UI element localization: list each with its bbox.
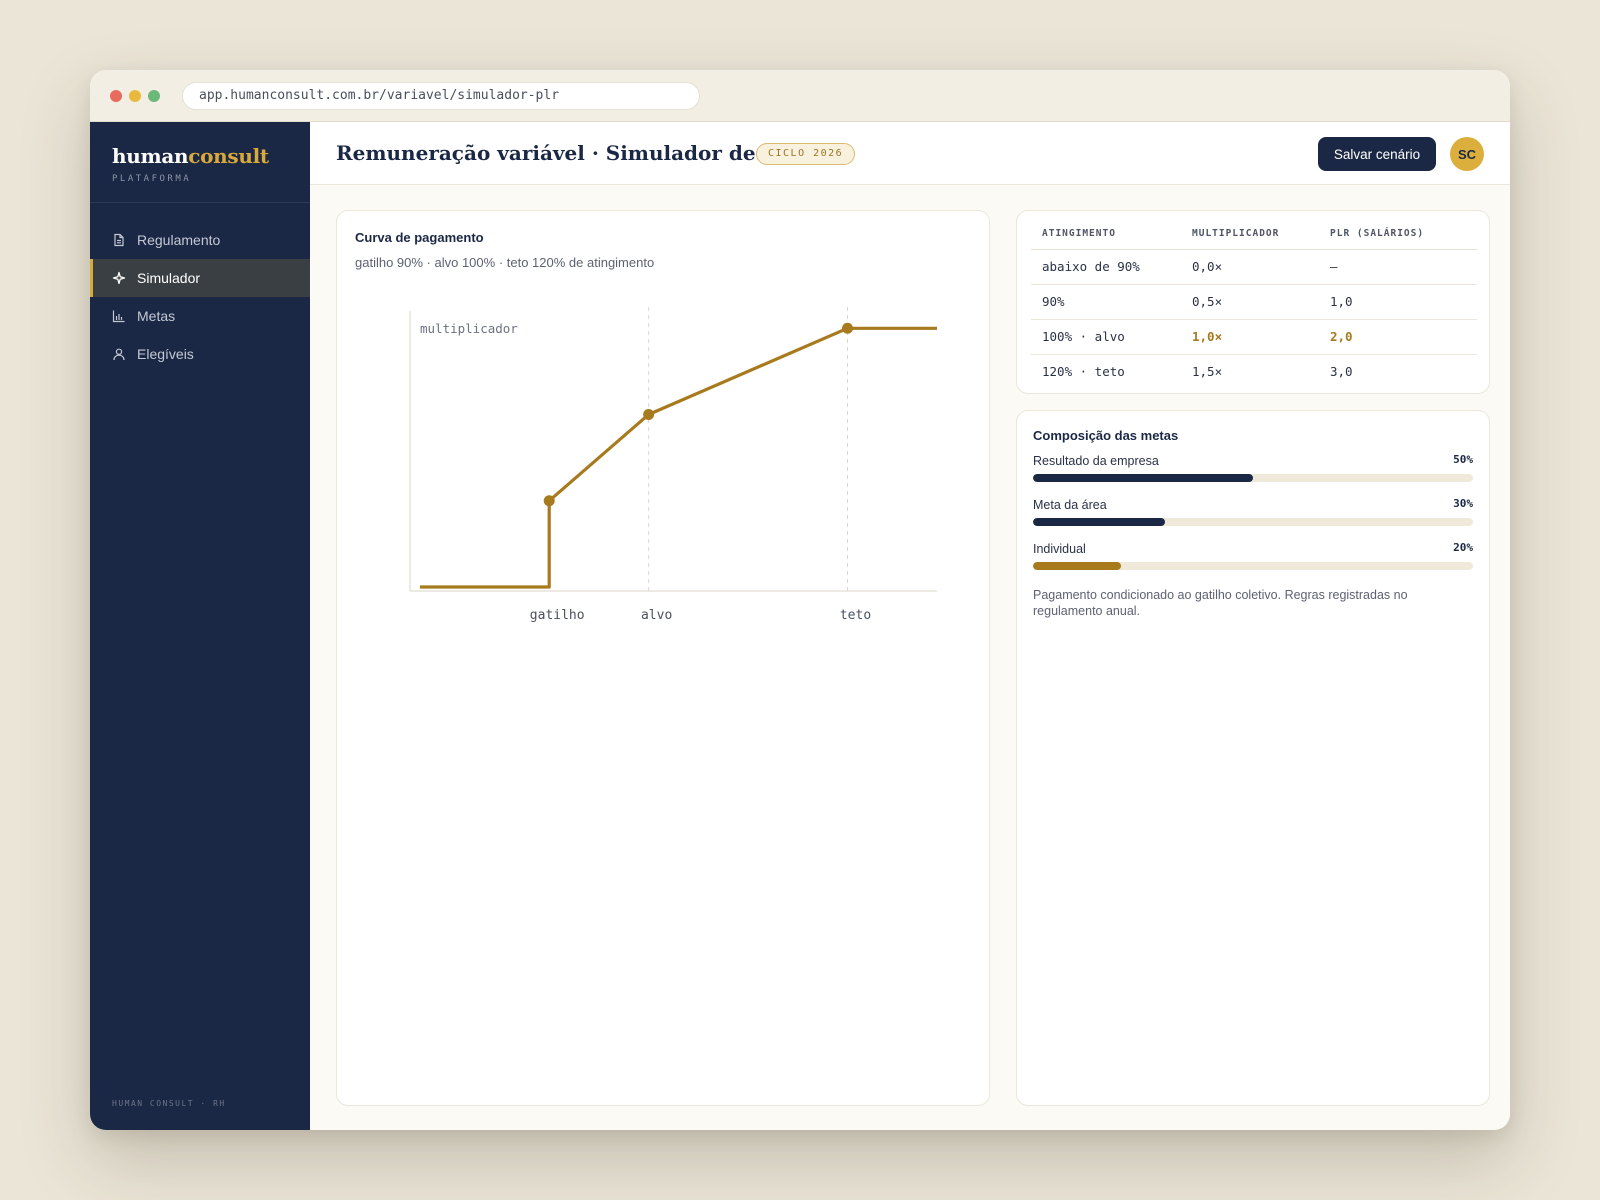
goal-label: Resultado da empresa bbox=[1033, 454, 1159, 468]
maximize-window-button[interactable] bbox=[148, 90, 160, 102]
goal-percentage: 30% bbox=[1453, 497, 1473, 510]
data-point bbox=[842, 322, 854, 334]
table-cell: 90% bbox=[1031, 284, 1181, 320]
multiplier-table-card: ATINGIMENTO MULTIPLICADOR PLR (SALÁRIOS)… bbox=[1016, 210, 1490, 394]
chart-subtitle: gatilho 90% · alvo 100% · teto 120% de a… bbox=[355, 255, 655, 270]
goal-progress-track bbox=[1033, 562, 1473, 570]
goal-item-area: Meta da área 30% bbox=[1033, 496, 1473, 526]
cycle-badge: CICLO 2026 bbox=[756, 143, 856, 165]
table-cell: 1,5× bbox=[1192, 364, 1223, 380]
save-scenario-button[interactable]: Salvar cenário bbox=[1318, 137, 1436, 171]
sparkle-icon bbox=[112, 271, 126, 285]
sidebar-item-label: Metas bbox=[137, 308, 176, 324]
goal-percentage: 50% bbox=[1453, 453, 1473, 466]
payout-curve-card: Curva de pagamento gatilho 90% · alvo 10… bbox=[336, 210, 990, 1106]
browser-window: app.humanconsult.com.br/variavel/simulad… bbox=[90, 70, 1510, 1130]
payout-line bbox=[419, 326, 937, 589]
table-cell: 100% · alvo bbox=[1031, 319, 1181, 355]
table-cell: 0,0× bbox=[1181, 249, 1319, 285]
sidebar: humanconsult PLATAFORMA Regulamento Simu… bbox=[90, 122, 310, 1130]
table-cell: — bbox=[1319, 249, 1477, 285]
brand-logo: humanconsult PLATAFORMA bbox=[112, 144, 269, 184]
goal-progress-track bbox=[1033, 474, 1473, 482]
sidebar-footer: HUMAN CONSULT · RH bbox=[112, 1099, 226, 1108]
goals-note: Pagamento condicionado ao gatilho coleti… bbox=[1033, 588, 1408, 618]
user-icon bbox=[112, 347, 126, 361]
multiplier-table: ATINGIMENTO MULTIPLICADOR PLR (SALÁRIOS)… bbox=[1031, 219, 1477, 389]
x-tick-label: teto bbox=[840, 608, 871, 623]
table-cell: 1,0 bbox=[1319, 284, 1477, 320]
brand-subtitle: PLATAFORMA bbox=[112, 174, 192, 184]
brand-name-accent: consult bbox=[188, 144, 269, 168]
table-row: abaixo de 90% 0,0× — bbox=[1031, 249, 1477, 285]
table-header-row: ATINGIMENTO MULTIPLICADOR PLR (SALÁRIOS) bbox=[1031, 219, 1477, 250]
document-icon bbox=[112, 233, 126, 247]
goal-progress-fill bbox=[1033, 518, 1165, 526]
table-row: 120% · teto 1,5× 3,0 bbox=[1031, 354, 1477, 389]
goal-label: Meta da área bbox=[1033, 498, 1107, 512]
x-tick-label: gatilho bbox=[530, 608, 585, 623]
goal-label: Individual bbox=[1033, 542, 1086, 556]
page-title: Remuneração variável · Simulador de PLR bbox=[336, 141, 809, 165]
column-header-multiplicador: MULTIPLICADOR bbox=[1181, 219, 1319, 250]
sidebar-item-label: Elegíveis bbox=[137, 346, 194, 362]
table-cell: 1,0× bbox=[1181, 319, 1319, 355]
sidebar-item-elegiveis[interactable]: Elegíveis bbox=[90, 335, 310, 373]
y-axis-label: multiplicador bbox=[420, 321, 518, 336]
sidebar-nav: Regulamento Simulador Metas Elegíveis bbox=[90, 221, 310, 373]
brand-name-main: human bbox=[112, 144, 189, 168]
table-cell: 3,0 bbox=[1330, 364, 1353, 380]
goal-percentage: 20% bbox=[1453, 541, 1473, 554]
column-header-plr: PLR (SALÁRIOS) bbox=[1319, 219, 1477, 250]
address-bar[interactable]: app.humanconsult.com.br/variavel/simulad… bbox=[182, 82, 700, 110]
bar-chart-icon bbox=[112, 309, 126, 323]
brand-name: humanconsult bbox=[112, 144, 269, 168]
goal-progress-fill bbox=[1033, 474, 1253, 482]
data-point bbox=[643, 409, 655, 420]
column-header-atingimento: ATINGIMENTO bbox=[1031, 219, 1181, 250]
sidebar-item-simulador[interactable]: Simulador bbox=[90, 259, 310, 297]
payout-curve-chart: multiplicador gatilho alvo teto bbox=[409, 307, 937, 623]
sidebar-item-label: Simulador bbox=[137, 270, 201, 286]
goal-item-resultado: Resultado da empresa 50% bbox=[1033, 452, 1473, 482]
close-window-button[interactable] bbox=[110, 90, 122, 102]
sidebar-item-metas[interactable]: Metas bbox=[90, 297, 310, 335]
sidebar-item-label: Regulamento bbox=[137, 232, 221, 248]
goal-progress-track bbox=[1033, 518, 1473, 526]
minimize-window-button[interactable] bbox=[129, 90, 141, 102]
sidebar-divider bbox=[90, 202, 310, 203]
table-row-highlight: 100% · alvo 1,0× 2,0 bbox=[1031, 319, 1477, 355]
chart-title: Curva de pagamento bbox=[355, 230, 484, 245]
table-row: 90% 0,5× 1,0 bbox=[1031, 284, 1477, 320]
sidebar-item-regulamento[interactable]: Regulamento bbox=[90, 221, 310, 259]
avatar[interactable]: SC bbox=[1450, 137, 1484, 171]
browser-titlebar: app.humanconsult.com.br/variavel/simulad… bbox=[90, 70, 1510, 122]
goal-progress-fill bbox=[1033, 562, 1121, 570]
goal-item-individual: Individual 20% bbox=[1033, 540, 1473, 570]
page-header: Remuneração variável · Simulador de PLR … bbox=[310, 122, 1510, 185]
table-cell: 0,5× bbox=[1181, 284, 1319, 320]
x-tick-label: alvo bbox=[641, 608, 672, 623]
main-content: Remuneração variável · Simulador de PLR … bbox=[310, 122, 1510, 1130]
table-cell: abaixo de 90% bbox=[1031, 249, 1181, 285]
goals-title: Composição das metas bbox=[1033, 428, 1179, 443]
goals-composition-card: Composição das metas Resultado da empres… bbox=[1016, 410, 1490, 1106]
table-cell: 120% · teto bbox=[1042, 364, 1125, 380]
data-point bbox=[543, 495, 555, 507]
table-cell: 2,0 bbox=[1319, 319, 1477, 355]
